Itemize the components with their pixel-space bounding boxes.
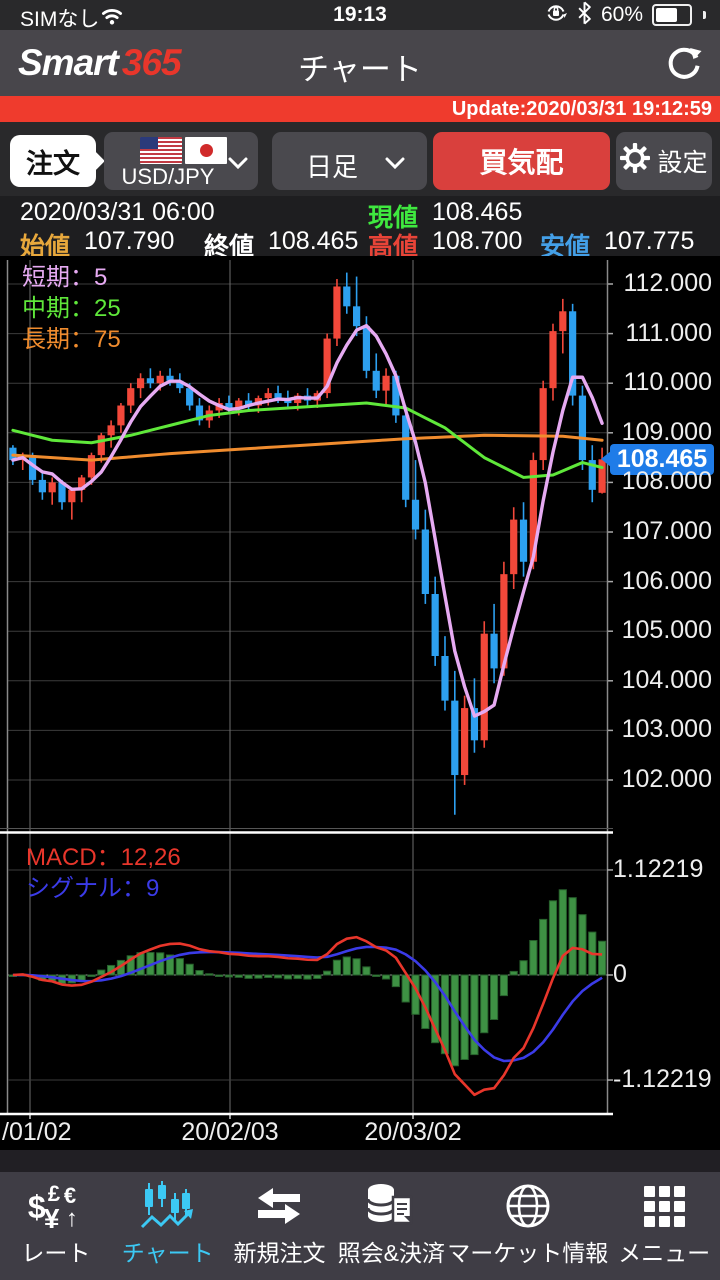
battery-cap xyxy=(703,11,706,19)
high-value: 108.700 xyxy=(432,227,523,255)
price-tick-label: 109.000 xyxy=(621,417,712,446)
order-button[interactable]: 注文 xyxy=(10,135,105,187)
nav-gap xyxy=(0,1150,720,1172)
currency-rates-icon: $ £ € ¥ ↑ xyxy=(27,1181,78,1234)
database-document-icon xyxy=(366,1180,416,1232)
close-value: 108.465 xyxy=(268,227,359,255)
ma-short-legend: 短期：5 xyxy=(22,264,108,291)
price-tick-label: 108.000 xyxy=(621,467,712,496)
chevron-down-icon xyxy=(385,156,405,174)
chevron-down-icon xyxy=(228,156,248,174)
ma-legend: 短期：5 中期：25 長期：75 xyxy=(22,262,121,355)
nav-item-rates[interactable]: $ £ € ¥ ↑ レート xyxy=(21,1181,91,1266)
current-price-label: 現値 xyxy=(368,204,419,232)
ma-mid-legend: 中期：25 xyxy=(22,295,121,322)
candles-layer xyxy=(9,272,606,815)
price-tick-label: 102.000 xyxy=(621,765,712,793)
wifi-icon xyxy=(98,4,126,31)
timeframe-selector[interactable]: 日足 xyxy=(272,132,427,190)
pair-selector[interactable]: USD/JPY xyxy=(104,132,258,190)
nav-item-market-info[interactable]: マーケット情報 xyxy=(447,1172,608,1280)
badge-arrow xyxy=(601,450,611,467)
date-tick-label: /01/02 xyxy=(2,1118,72,1146)
ma-long-legend: 長期：75 xyxy=(22,326,121,353)
nav-item-chart[interactable]: チャート xyxy=(112,1172,224,1280)
pair-label: USD/JPY xyxy=(121,164,215,189)
price-tick-label: 111.000 xyxy=(625,318,712,347)
macd-tick-label: 1.12219 xyxy=(613,854,704,883)
smart365-logo: Smart 365 xyxy=(18,42,182,83)
page-title: チャート xyxy=(298,52,422,87)
bluetooth-icon xyxy=(577,1,592,30)
macd-layer xyxy=(8,889,607,1097)
pair-flags xyxy=(140,137,227,164)
update-bar: Update:2020/03/31 19:12:59 xyxy=(0,96,720,122)
us-flag-icon xyxy=(140,137,182,164)
battery-icon xyxy=(652,4,692,26)
price-tick-label: 112.000 xyxy=(623,269,712,297)
bid-ask-toggle[interactable]: 買気配 xyxy=(433,132,610,190)
chart-area[interactable]: 短期：5 中期：25 長期：75 MACD：12,26 シグナル：9 108.4… xyxy=(0,256,720,1150)
clock: 19:13 xyxy=(333,3,387,26)
candlestick-chart-icon xyxy=(140,1180,196,1232)
order-button-tail xyxy=(85,151,105,171)
macd-tick-label: -1.12219 xyxy=(613,1065,712,1094)
open-value: 107.790 xyxy=(84,227,175,255)
bottom-nav: $ £ € ¥ ↑ レート チャート xyxy=(0,1172,720,1280)
current-price-value: 108.465 xyxy=(432,198,523,226)
price-tick-label: 103.000 xyxy=(621,715,712,744)
carrier-label: SIMなし xyxy=(20,8,100,31)
macd-legend: MACD：12,26 シグナル：9 xyxy=(26,842,181,904)
app-header: Smart 365 チャート xyxy=(0,30,720,96)
price-macd-chart[interactable] xyxy=(0,256,720,1150)
price-tick-label: 107.000 xyxy=(621,517,712,545)
settings-label: 設定 xyxy=(657,149,708,177)
price-tick-label: 106.000 xyxy=(621,566,712,595)
nav-item-positions[interactable]: 照会&決済 xyxy=(335,1172,447,1280)
rotation-lock-icon xyxy=(544,1,568,30)
japan-flag-icon xyxy=(185,137,227,164)
bar-datetime: 2020/03/31 06:00 xyxy=(20,198,215,226)
gear-icon xyxy=(620,142,651,180)
menu-grid-icon xyxy=(643,1180,685,1232)
date-tick-label: 20/02/03 xyxy=(181,1118,279,1146)
status-icons: 60% xyxy=(544,1,706,30)
price-tick-label: 104.000 xyxy=(621,665,712,694)
current-price-badge: 108.465 xyxy=(601,443,714,475)
macd-tick-label: 0 xyxy=(613,960,627,988)
battery-percent-label: 60% xyxy=(600,3,643,26)
nav-item-menu[interactable]: メニュー xyxy=(608,1172,720,1280)
toolbar: 注文 USD/JPY 日足 買気配 xyxy=(0,122,720,196)
settings-button[interactable]: 設定 xyxy=(616,132,712,190)
nav-item-new-order[interactable]: 新規注文 xyxy=(224,1172,336,1280)
low-value: 107.775 xyxy=(604,227,695,255)
date-tick-label: 20/03/02 xyxy=(364,1118,462,1146)
macd-label: MACD：12,26 xyxy=(26,844,181,871)
refresh-button[interactable] xyxy=(664,43,704,83)
price-tick-label: 110.000 xyxy=(623,368,712,397)
status-bar: SIMなし 19:13 60% xyxy=(0,0,720,31)
quote-panel: 2020/03/31 06:00 現値 108.465 始値 107.790 終… xyxy=(0,196,720,261)
macd-signal-label: シグナル：9 xyxy=(26,875,160,902)
globe-icon xyxy=(504,1180,552,1232)
price-tick-label: 105.000 xyxy=(621,616,712,645)
timeframe-label: 日足 xyxy=(305,152,358,182)
transfer-arrows-icon xyxy=(256,1180,302,1232)
